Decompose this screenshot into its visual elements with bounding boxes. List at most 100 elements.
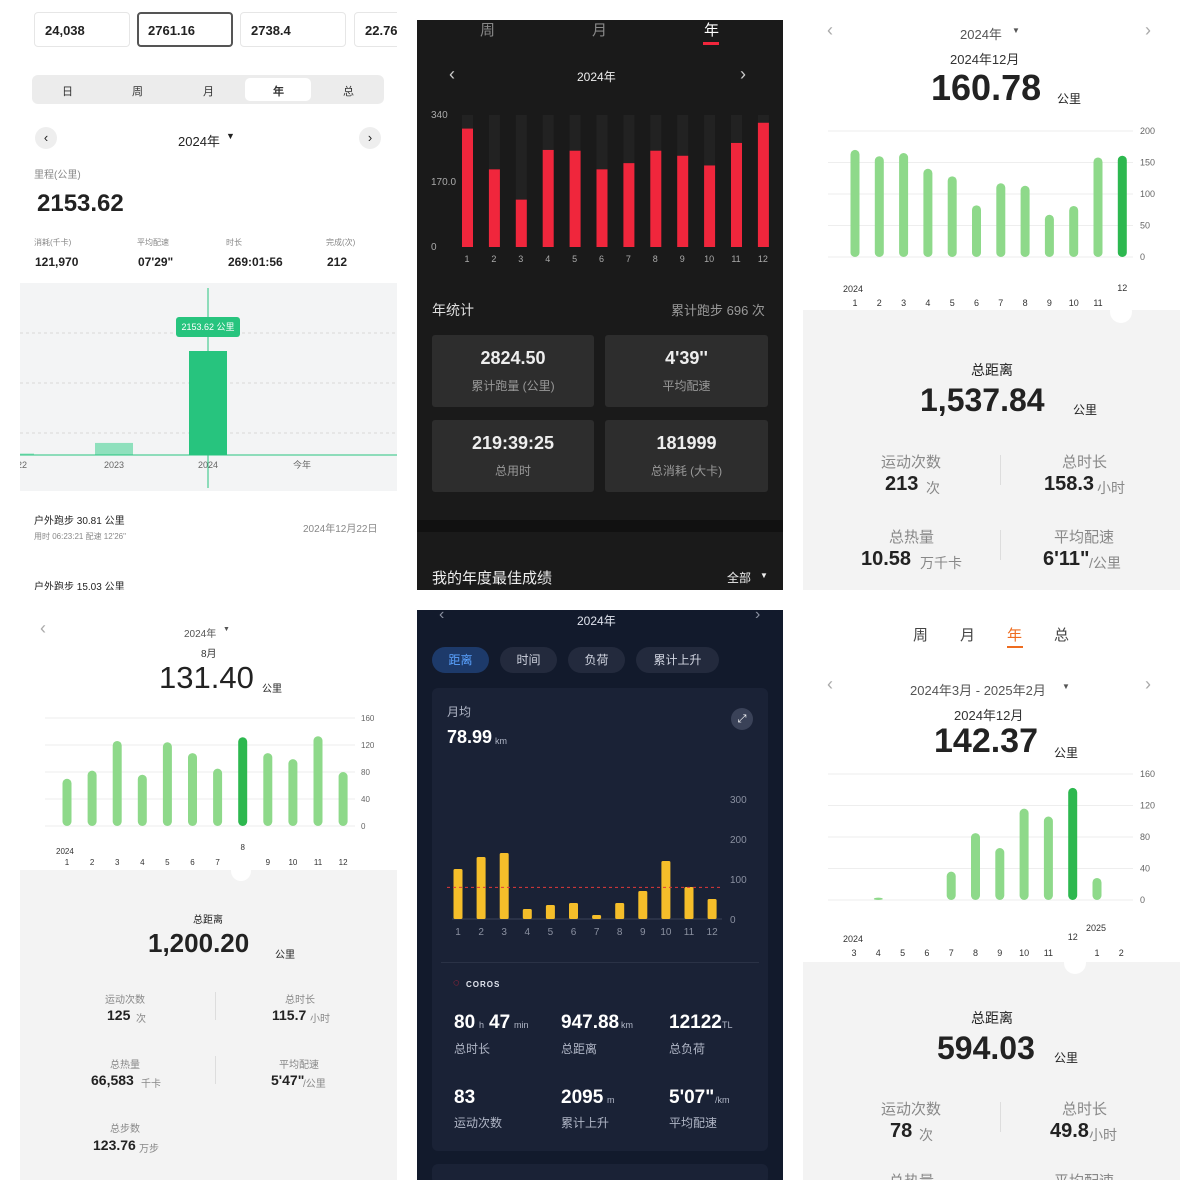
x-tick-label: 22 bbox=[20, 460, 27, 470]
stat-label-count: 运动次数 bbox=[454, 1116, 503, 1130]
tab-year[interactable]: 年 bbox=[273, 86, 284, 98]
total-distance-value: 1,200.20 bbox=[148, 928, 250, 958]
next-arrow-icon[interactable]: › bbox=[1145, 674, 1151, 694]
x-tick-label: 7 bbox=[626, 254, 631, 264]
x-tick-label: 5 bbox=[900, 948, 905, 958]
year-selector[interactable]: 2024年 bbox=[178, 134, 220, 149]
tab-total[interactable]: 总 bbox=[1054, 627, 1070, 644]
stat-value-completed: 212 bbox=[327, 255, 348, 269]
stat-value-duration: 158.3 bbox=[1044, 473, 1095, 495]
expand-icon[interactable]: ⤢ bbox=[731, 708, 753, 730]
x-tick-label: 8 bbox=[1023, 298, 1028, 308]
year-selector[interactable]: 2024年 bbox=[184, 629, 217, 640]
chart-bar bbox=[162, 742, 172, 826]
next-arrow-icon[interactable]: › bbox=[1145, 20, 1151, 40]
record-2-title[interactable]: 户外跑步 15.03 公里 bbox=[34, 582, 125, 590]
stat-unit-pace: /公里 bbox=[303, 1079, 326, 1090]
tab-distance[interactable]: 距离 bbox=[432, 647, 489, 673]
monthly-avg-unit: km bbox=[495, 736, 507, 746]
stat-value-pace: 5'07" bbox=[669, 1087, 715, 1108]
chart-bar bbox=[188, 753, 197, 826]
x-tick-label: 2023 bbox=[104, 460, 124, 470]
tab-month[interactable]: 月 bbox=[592, 22, 608, 39]
prev-arrow-icon[interactable]: ‹ bbox=[40, 618, 46, 638]
tab-load[interactable]: 负荷 bbox=[568, 647, 625, 673]
stat-label-completed: 完成(次) bbox=[326, 238, 356, 247]
stat-label-elevation: 累计上升 bbox=[561, 1116, 610, 1130]
range-selector[interactable]: 2024年3月 - 2025年2月 bbox=[910, 683, 1046, 698]
record-1-subtitle: 用时 06:23:21 配速 12'26" bbox=[34, 532, 126, 541]
top-value-3: 2738.4 bbox=[251, 23, 291, 38]
tab-total[interactable]: 总 bbox=[343, 86, 354, 98]
tab-year[interactable]: 年 bbox=[1007, 627, 1023, 644]
tab-month[interactable]: 月 bbox=[960, 627, 976, 644]
chart-bar bbox=[313, 736, 323, 826]
x-tick-label: 11 bbox=[684, 927, 695, 935]
tab-week[interactable]: 周 bbox=[913, 627, 929, 644]
stat-unit-count: 次 bbox=[919, 1127, 933, 1143]
x-tick-label: 4 bbox=[140, 858, 145, 867]
x-tick-label: 7 bbox=[594, 927, 600, 935]
prev-arrow-icon[interactable]: ‹ bbox=[827, 20, 833, 40]
tab-week[interactable]: 周 bbox=[132, 86, 143, 98]
month-label: 2024年12月 bbox=[950, 52, 1020, 67]
stat-label-count: 运动次数 bbox=[105, 995, 145, 1006]
stat-label-calories: 消耗(千卡) bbox=[34, 238, 72, 247]
period-tabs bbox=[32, 75, 384, 104]
tab-year[interactable]: 年 bbox=[704, 22, 720, 39]
chart-bar bbox=[20, 453, 34, 455]
year-selector[interactable]: 2024年 bbox=[960, 27, 1002, 42]
tab-day[interactable]: 日 bbox=[62, 86, 73, 98]
x-tick-label: 5 bbox=[165, 858, 170, 867]
top-value-card-1[interactable] bbox=[34, 12, 130, 47]
tab-week[interactable]: 周 bbox=[480, 22, 496, 39]
x-tick-label: 12 bbox=[758, 254, 768, 264]
next-year-button[interactable]: › bbox=[359, 127, 381, 149]
x-tick-label: 3 bbox=[901, 298, 906, 308]
stat-label-count: 运动次数 bbox=[881, 1101, 942, 1118]
y-tick-label: 120 bbox=[1140, 801, 1155, 811]
prev-year-button[interactable]: ‹ bbox=[35, 127, 57, 149]
prev-arrow-icon[interactable]: ‹ bbox=[827, 674, 833, 694]
x-tick-label: 1 bbox=[464, 254, 469, 264]
next-arrow-icon[interactable]: › bbox=[755, 610, 761, 623]
y-tick-label: 50 bbox=[1140, 221, 1150, 231]
y-tick-label: 150 bbox=[1140, 158, 1155, 168]
stats-divider bbox=[1000, 455, 1001, 485]
x-tick-label: 2 bbox=[877, 298, 882, 308]
top-value-card-4[interactable] bbox=[354, 12, 397, 47]
y-tick-label: 0 bbox=[730, 915, 736, 926]
stat-label-calories: 总热量 bbox=[889, 529, 935, 546]
tab-month[interactable]: 月 bbox=[203, 86, 214, 98]
best-filter-dropdown[interactable]: 全部 bbox=[727, 571, 752, 585]
next-arrow-icon[interactable]: › bbox=[740, 64, 746, 84]
active-tab-underline bbox=[1007, 646, 1023, 648]
chart-bar bbox=[661, 861, 671, 919]
prev-arrow-icon[interactable]: ‹ bbox=[449, 64, 455, 84]
chart-bar bbox=[1092, 877, 1102, 900]
chart-bar bbox=[87, 770, 97, 826]
top-value-card-3[interactable] bbox=[240, 12, 346, 47]
x-tick-label: 12 bbox=[707, 927, 719, 935]
prev-arrow-icon[interactable]: ‹ bbox=[439, 610, 445, 623]
top-value-card-2[interactable] bbox=[137, 12, 233, 47]
chart-bar bbox=[476, 857, 486, 919]
chart-bar bbox=[638, 891, 648, 919]
stat-label-duration: 总时长 bbox=[1062, 1101, 1108, 1118]
stat-label-pace: 平均配速 bbox=[137, 238, 169, 247]
total-distance-value: 594.03 bbox=[937, 1030, 1035, 1066]
total-distance-unit: 公里 bbox=[1073, 403, 1098, 417]
best-results-title: 我的年度最佳成绩 bbox=[432, 570, 553, 587]
chart-bar bbox=[731, 142, 742, 247]
summary-card bbox=[20, 870, 397, 1180]
panel-1: 24,038 2761.16 2738.4 22.76 日 周 月 年 总 ‹ … bbox=[20, 0, 397, 590]
chart-bar bbox=[757, 122, 769, 247]
x-tick-label: 5 bbox=[572, 254, 577, 264]
x-year-label: 2024 bbox=[843, 284, 863, 294]
x-tick-label: 3 bbox=[115, 858, 120, 867]
record-1-title[interactable]: 户外跑步 30.81 公里 bbox=[34, 516, 125, 527]
tab-time[interactable]: 时间 bbox=[500, 647, 557, 673]
tab-elevation[interactable]: 累计上升 bbox=[636, 647, 719, 673]
y-tick-label: 120 bbox=[361, 741, 375, 750]
